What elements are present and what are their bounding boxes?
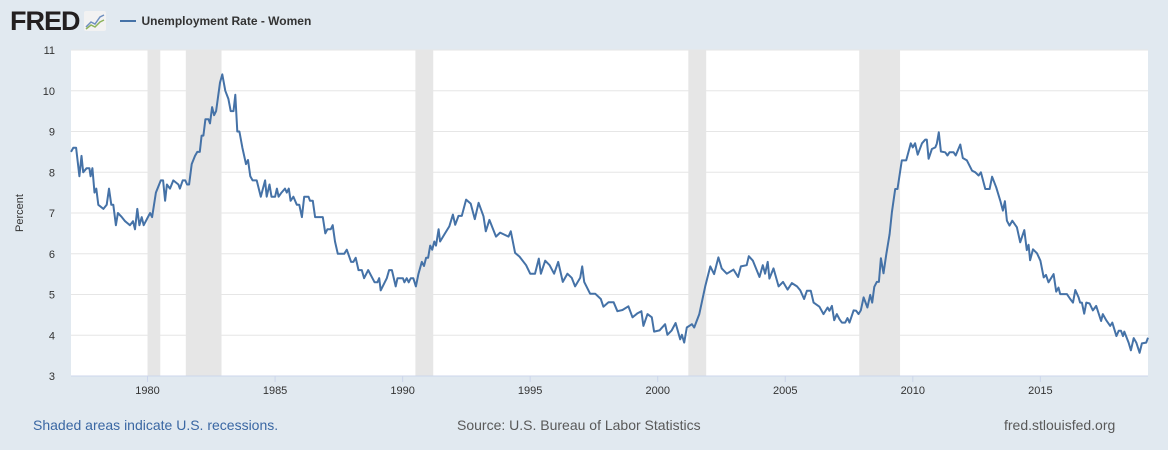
y-tick-label: 6 [49, 249, 55, 261]
y-axis-label: Percent [14, 194, 26, 232]
x-tick-label: 1980 [135, 385, 159, 397]
x-tick-label: 2015 [1028, 385, 1052, 397]
y-tick-label: 3 [49, 371, 55, 383]
x-tick-label: 2005 [773, 385, 797, 397]
x-tick-label: 1995 [518, 385, 542, 397]
legend-label: Unemployment Rate - Women [141, 14, 312, 28]
recession-note-link[interactable]: Shaded areas indicate U.S. recessions. [33, 417, 279, 433]
y-tick-label: 10 [43, 86, 55, 98]
x-tick-label: 1985 [263, 385, 287, 397]
y-tick-label: 5 [49, 290, 55, 302]
y-tick-label: 8 [49, 167, 55, 179]
fred-logo-graph-icon [83, 11, 106, 31]
source-text: Source: U.S. Bureau of Labor Statistics [457, 417, 701, 433]
y-tick-label: 11 [44, 45, 55, 57]
legend-item: Unemployment Rate - Women [119, 14, 312, 28]
y-tick-label: 4 [49, 330, 55, 342]
x-tick-label: 1990 [390, 385, 414, 397]
chart-header: FRED Unemployment Rate - Women [10, 6, 311, 36]
fred-logo[interactable]: FRED [10, 5, 80, 36]
y-tick-label: 9 [49, 127, 55, 139]
x-tick-label: 2000 [645, 385, 669, 397]
y-tick-label: 7 [49, 208, 55, 220]
site-link[interactable]: fred.stlouisfed.org [1004, 417, 1116, 433]
series-line-unemployment-women [70, 73, 1149, 354]
x-tick-label: 2010 [901, 385, 925, 397]
legend-swatch [119, 20, 136, 22]
